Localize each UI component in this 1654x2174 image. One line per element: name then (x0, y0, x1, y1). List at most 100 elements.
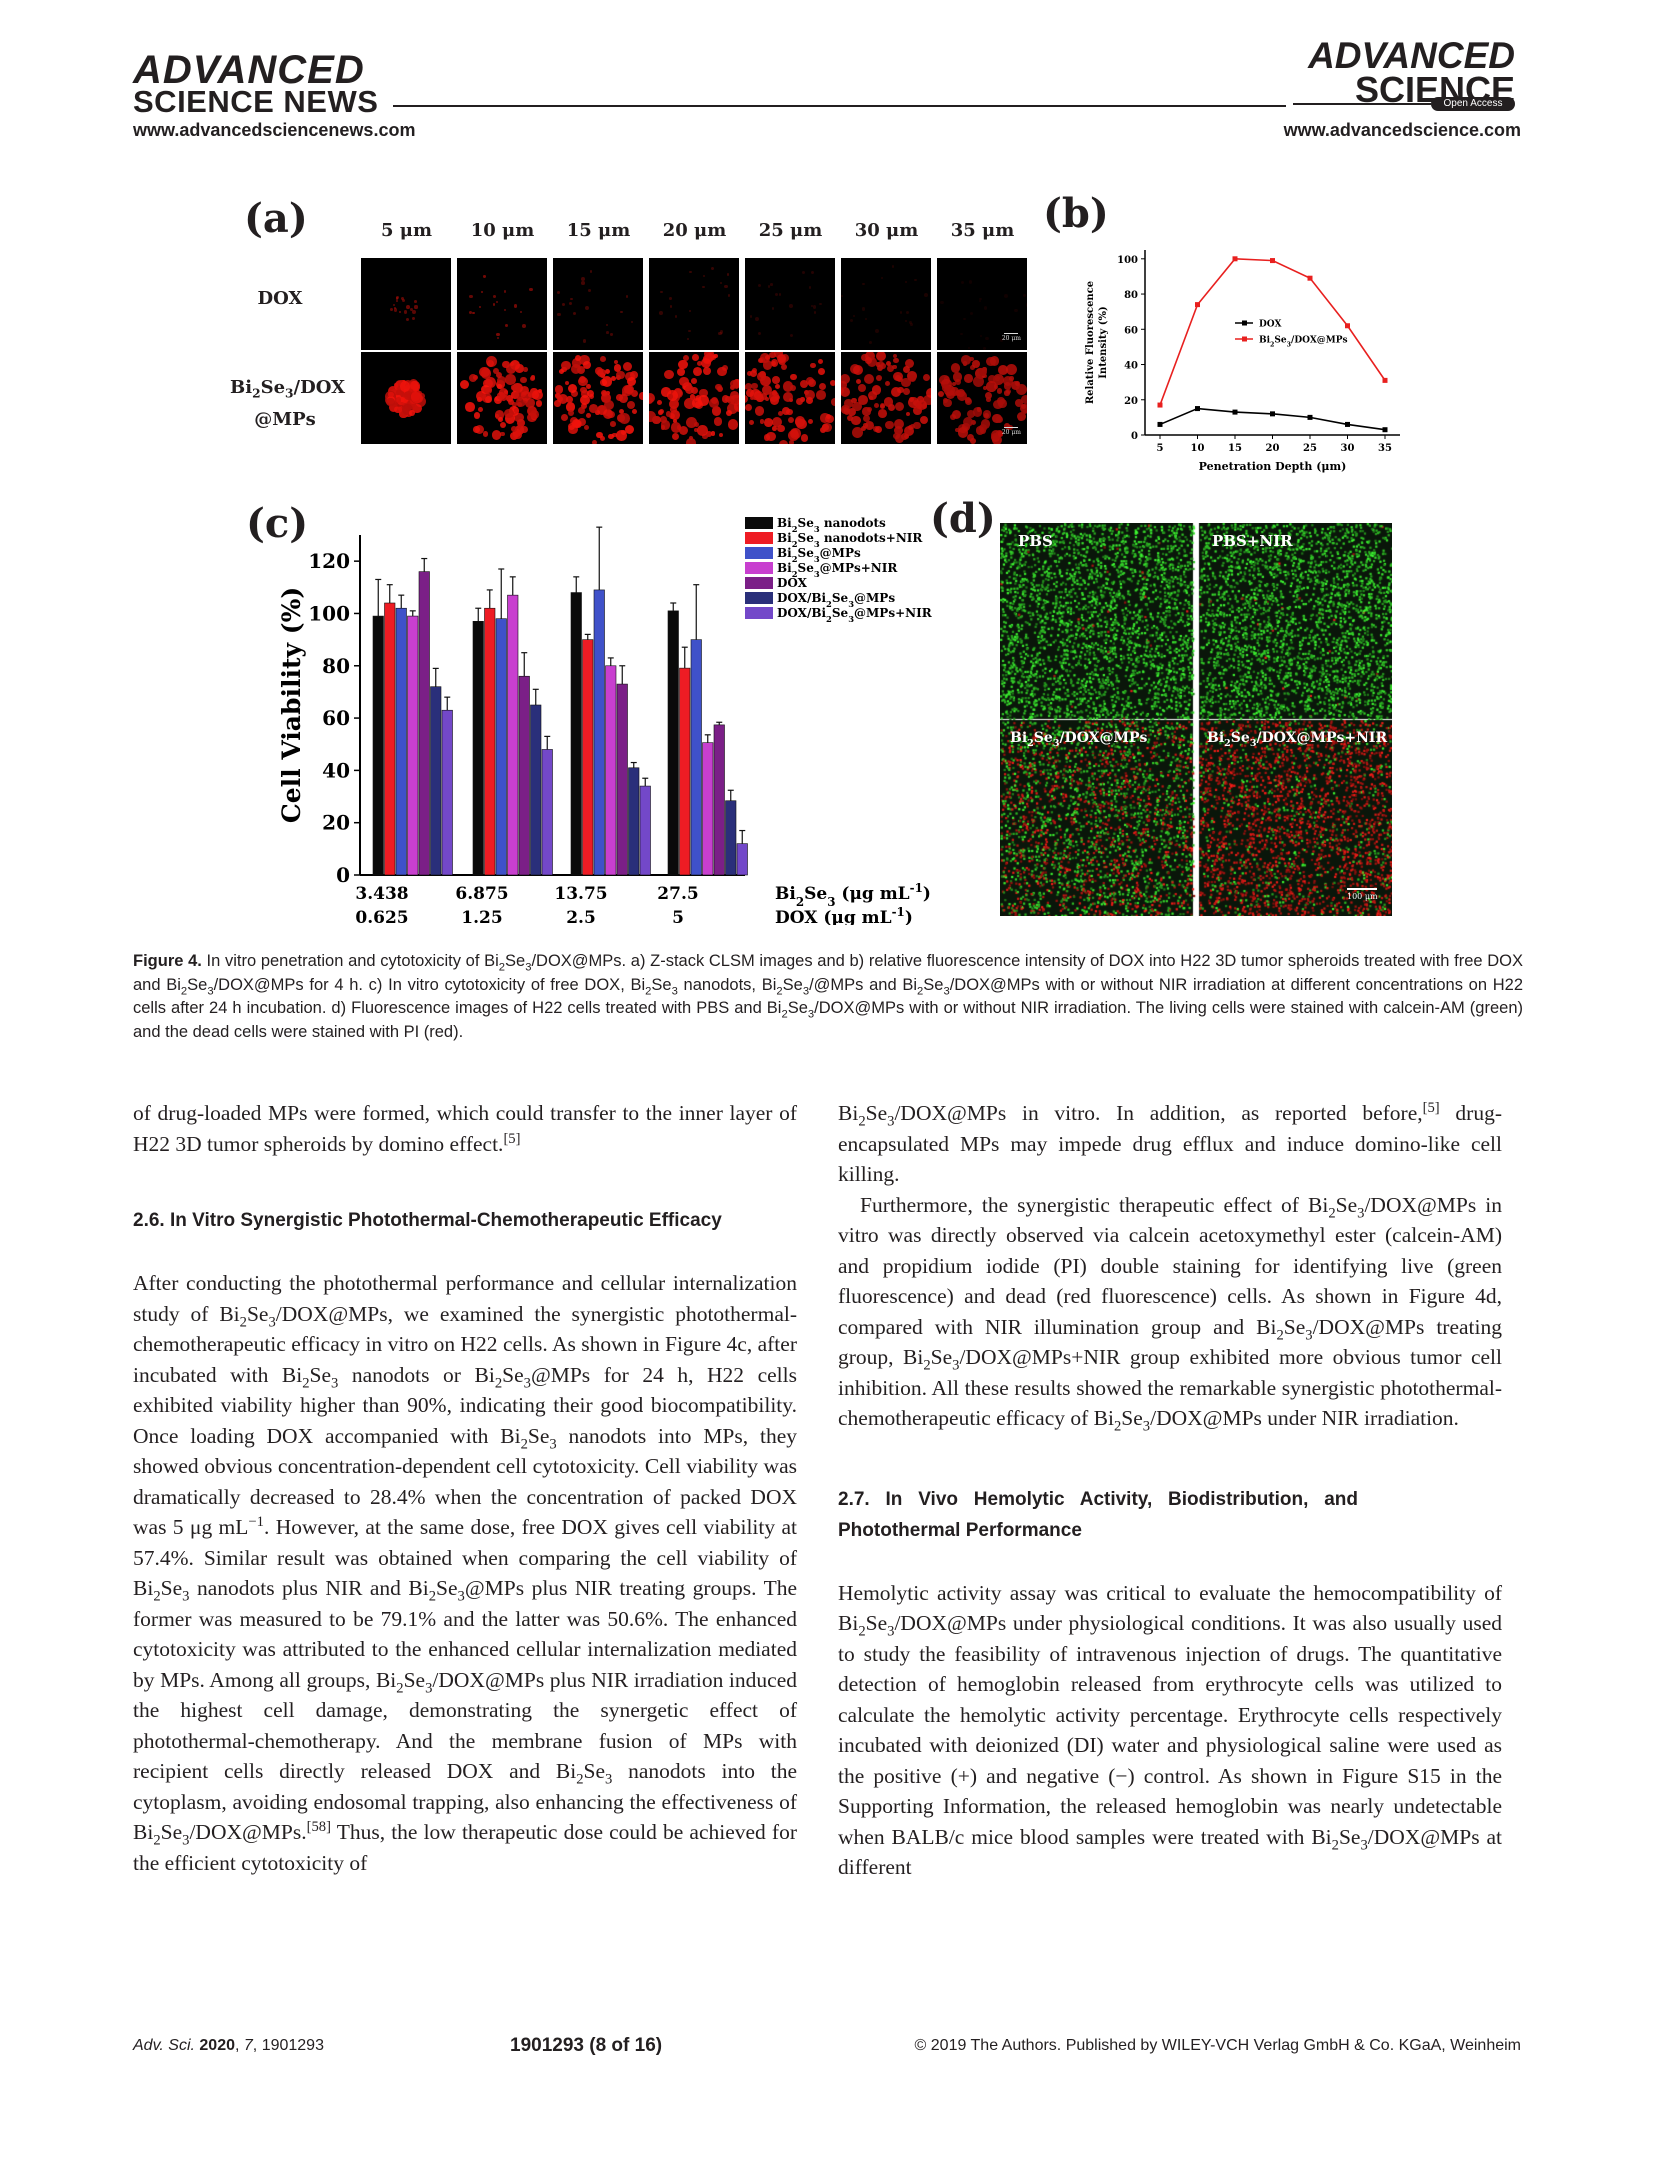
right-paragraph-1: Bi2Se3/DOX@MPs in vitro. In addition, as… (838, 1099, 1502, 1186)
c-legend-swatch (745, 547, 773, 559)
c-legend-swatch (745, 532, 773, 544)
c-legend-label: Bi2Se3 nanodots (777, 516, 886, 534)
b-data-point (1382, 427, 1388, 433)
dox-clsm-image-4 (649, 258, 739, 350)
c-bar (395, 607, 407, 876)
left-intro-paragraph: of drug-loaded MPs were formed, which co… (133, 1101, 797, 1156)
row-mps-line2: @MPs (254, 409, 316, 430)
panel-c-letter: (c) (246, 500, 309, 547)
c-bar (430, 686, 442, 876)
b-data-point (1157, 421, 1163, 427)
caption-text: In vitro penetration and cytotoxicity of… (133, 952, 1523, 1041)
c-y-tick-label: 60 (322, 706, 350, 730)
open-access-rule (1293, 103, 1431, 105)
c-bar (639, 785, 651, 876)
panel-a-letter: (a) (244, 195, 308, 242)
b-legend-label: DOX (1259, 320, 1281, 330)
c-x-label-bi2se3: 27.5 (657, 884, 698, 904)
c-legend-swatch (745, 577, 773, 589)
b-data-point (1195, 302, 1200, 308)
c-legend-label: DOX/Bi2Se3@MPs+NIR (777, 606, 933, 624)
logo-left-top: ADVANCED (133, 48, 365, 92)
c-x-unit-dox: DOX (μg mL-1) (775, 905, 913, 925)
right-column: Bi2Se3/DOX@MPs in vitro. In addition, as… (838, 1098, 1502, 1883)
c-y-tick-label: 40 (322, 758, 350, 782)
dox-clsm-image-2 (457, 258, 547, 350)
b-legend-label: Bi2Se3/DOX@MPs (1259, 336, 1348, 349)
dox-clsm-image-1 (361, 258, 451, 350)
mps-clsm-image-6 (841, 352, 931, 444)
c-y-tick-label: 0 (336, 863, 350, 887)
live-dead-fluorescence-images (1000, 523, 1392, 916)
c-legend-swatch (745, 562, 773, 574)
c-legend-swatch (745, 592, 773, 604)
scale-bar-text: 20 μm (1001, 335, 1021, 342)
dox-clsm-image-7: 20 μm (937, 258, 1027, 350)
c-x-label-bi2se3: 6.875 (455, 884, 508, 904)
c-x-label-bi2se3: 3.438 (355, 884, 408, 904)
c-bar (736, 843, 748, 876)
open-access-badge: Open Access (1431, 97, 1515, 111)
c-y-tick-label: 120 (308, 549, 350, 573)
left-column: of drug-loaded MPs were formed, which co… (133, 1098, 797, 1878)
panel-d-label-mps: Bi2Se3/DOX@MPs (1010, 730, 1148, 749)
c-legend-label: Bi2Se3 nanodots+NIR (777, 531, 923, 549)
b-x-tick-label: 10 (1191, 443, 1205, 454)
c-bar (518, 675, 530, 876)
b-x-tick-label: 20 (1266, 443, 1280, 454)
b-data-point (1345, 323, 1350, 329)
panel-d-label-pbs: PBS (1018, 532, 1053, 550)
b-x-tick-label: 5 (1157, 443, 1164, 454)
b-legend-marker (1242, 336, 1247, 342)
b-x-tick-label: 30 (1341, 443, 1355, 454)
panel-d-label-pbs-nir: PBS+NIR (1212, 532, 1293, 550)
c-legend-swatch (745, 517, 773, 529)
b-data-point (1382, 377, 1388, 383)
b-data-point (1157, 402, 1163, 408)
c-bar (570, 592, 582, 876)
c-x-label-dox: 0.625 (355, 908, 408, 925)
footer-page-number: 1901293 (8 of 16) (510, 2035, 663, 2056)
c-y-tick-label: 20 (322, 811, 350, 835)
header-rule (393, 105, 1286, 107)
b-data-point (1270, 411, 1275, 417)
c-y-tick-label: 80 (322, 654, 350, 678)
panel-a-col-1: 5 μm (380, 220, 432, 241)
c-bar (713, 724, 725, 876)
c-bar (372, 615, 384, 876)
b-y-tick-label: 40 (1124, 361, 1138, 372)
b-data-point (1307, 275, 1313, 281)
c-bar (628, 767, 640, 876)
left-body-paragraph: After conducting the photothermal perfor… (133, 1271, 797, 1875)
panel-d-scale-text: 100 μm (1347, 892, 1378, 901)
svg-text:Relative Fluorescence: Relative Fluorescence (1085, 281, 1096, 404)
left-url[interactable]: www.advancedsciencenews.com (133, 120, 416, 140)
panel-a-row-mps: Bi2Se3/DOX @MPs (230, 372, 345, 436)
b-data-point (1232, 256, 1238, 262)
c-x-unit-bi2se3: Bi2Se3 (μg mL-1) (775, 881, 931, 909)
c-bar (593, 589, 605, 876)
section-heading-2-7: 2.7. In Vivo Hemolytic Activity, Biodist… (838, 1488, 1358, 1541)
logo-left-bottom: SCIENCE NEWS (133, 84, 379, 119)
b-y-tick-label: 20 (1124, 396, 1138, 407)
c-bar (484, 607, 496, 876)
c-bar (725, 800, 737, 876)
b-y-tick-label: 60 (1124, 325, 1138, 336)
c-x-label-dox: 1.25 (461, 908, 502, 925)
c-bar (507, 594, 519, 876)
panel-a-row-dox: DOX (257, 288, 303, 309)
mps-clsm-image-1 (361, 352, 451, 444)
dox-clsm-image-5 (745, 258, 835, 350)
panel-a-col-6: 30 μm (854, 220, 919, 241)
c-legend-label: Bi2Se3@MPs (777, 546, 861, 564)
mps-clsm-image-5 (745, 352, 835, 444)
c-bar (495, 618, 507, 876)
dox-clsm-image-3 (553, 258, 643, 350)
caption-label: Figure 4. (133, 952, 202, 970)
panel-a-col-2: 10 μm (470, 220, 535, 241)
c-bar (541, 749, 553, 876)
right-url[interactable]: www.advancedscience.com (1283, 120, 1521, 140)
b-legend-marker (1242, 320, 1247, 326)
b-data-point (1307, 414, 1313, 420)
dox-clsm-image-6 (841, 258, 931, 350)
